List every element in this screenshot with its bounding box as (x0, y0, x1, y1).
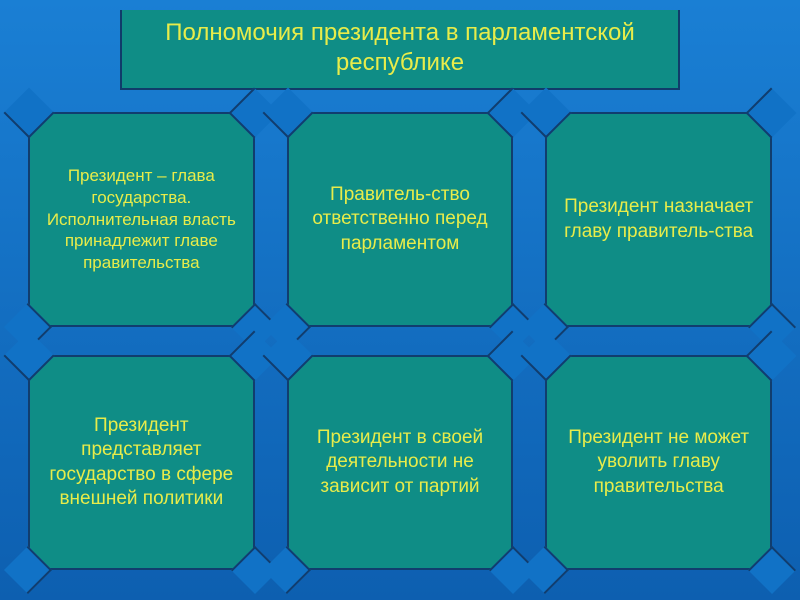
card-text: Президент – глава государства. Исполните… (44, 165, 239, 274)
card-text: Правитель-ство ответственно перед парлам… (303, 183, 498, 256)
slide-title: Полномочия президента в парламентской ре… (165, 19, 634, 76)
title-box: Полномочия президента в парламентской ре… (120, 10, 680, 90)
card-0: Президент – глава государства. Исполните… (28, 112, 255, 327)
slide: Полномочия президента в парламентской ре… (0, 0, 800, 600)
card-1: Правитель-ство ответственно перед парлам… (287, 112, 514, 327)
card-3: Президент представляет государство в сфе… (28, 355, 255, 570)
card-text: Президент назначает главу правитель-ства (561, 195, 756, 244)
card-4: Президент в своей деятельности не зависи… (287, 355, 514, 570)
card-2: Президент назначает главу правитель-ства (545, 112, 772, 327)
card-text: Президент представляет государство в сфе… (44, 414, 239, 511)
card-5: Президент не может уволить главу правите… (545, 355, 772, 570)
card-grid: Президент – глава государства. Исполните… (28, 112, 772, 570)
card-text: Президент не может уволить главу правите… (561, 426, 756, 499)
card-text: Президент в своей деятельности не зависи… (303, 426, 498, 499)
